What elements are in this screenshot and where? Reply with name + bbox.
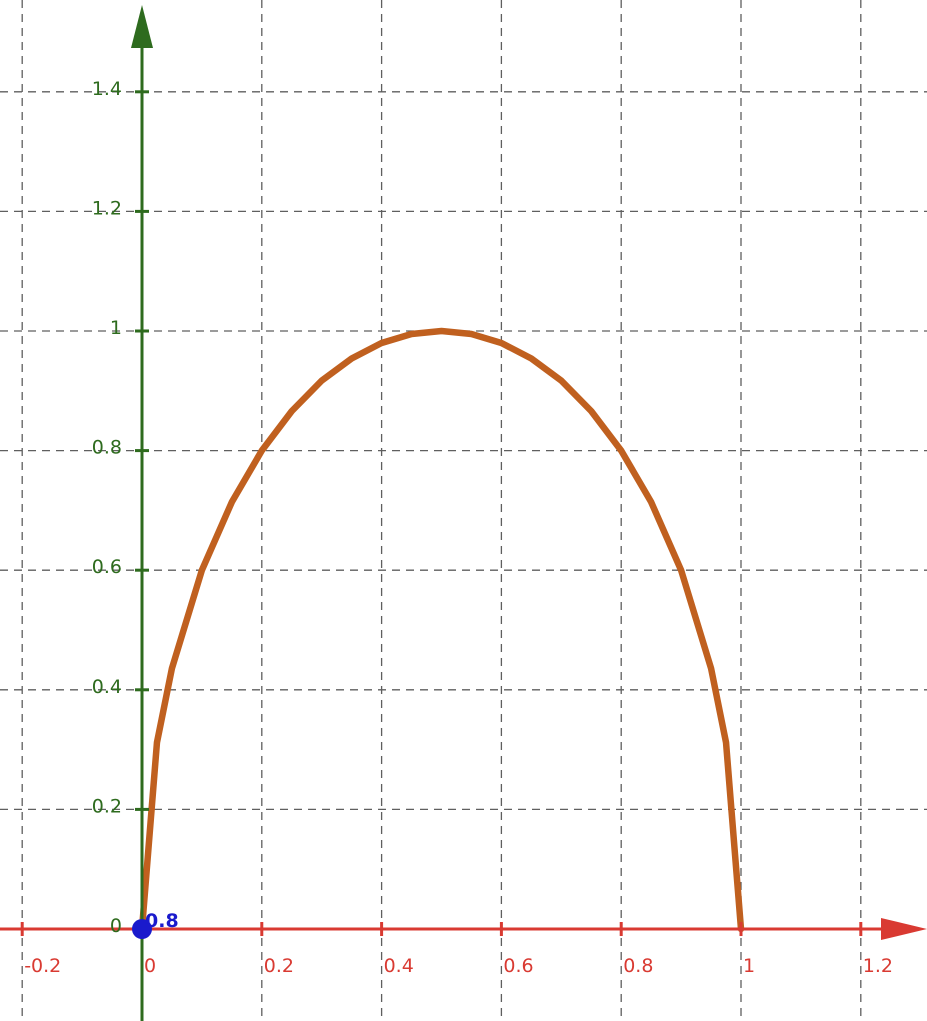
y-tick-label: 0.2	[92, 795, 122, 817]
origin-point[interactable]	[132, 919, 152, 939]
point-label: 0.8	[145, 910, 179, 932]
y-tick-label: 1	[110, 317, 122, 339]
x-tick-label: 0.6	[503, 955, 533, 977]
y-tick-label: 0.6	[92, 556, 122, 578]
x-tick-label: 1.2	[863, 955, 893, 977]
y-axis-arrow-icon	[131, 5, 153, 48]
x-tick-label: 1	[743, 955, 755, 977]
tick-labels: -0.2 0 0.2 0.4 0.6 0.8 1 1.2 0 0.2 0.4 0.6 0.8 1 1.2 1.…	[24, 78, 893, 977]
y-tick-label: 0.8	[92, 437, 122, 459]
y-tick-label: 0	[110, 915, 122, 937]
axes	[0, 5, 927, 1021]
x-tick-label: 0.4	[384, 955, 414, 977]
parabola-curve	[138, 327, 745, 933]
y-tick-label: 1.4	[92, 78, 122, 100]
x-tick-label: 0	[144, 955, 156, 977]
y-tick-label: 0.4	[92, 676, 122, 698]
points-layer: 0.8	[132, 910, 179, 939]
x-tick-label: 0.8	[623, 955, 653, 977]
curve-layer	[138, 327, 745, 933]
x-axis-arrow-icon	[881, 918, 927, 940]
x-tick-label: -0.2	[24, 955, 61, 977]
x-tick-label: 0.2	[264, 955, 294, 977]
y-tick-label: 1.2	[92, 197, 122, 219]
